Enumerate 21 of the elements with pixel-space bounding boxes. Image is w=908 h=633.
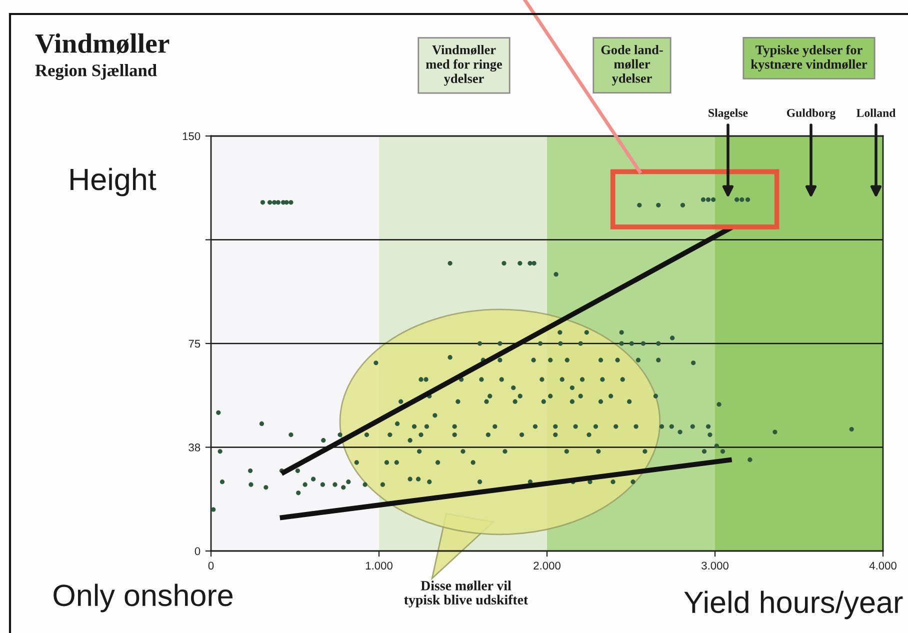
y-tick-label: 38 <box>188 444 200 452</box>
text: Vindmøller med for ringe ydelser <box>426 45 502 86</box>
text: Lolland <box>856 108 896 117</box>
y-tick-label: 150 <box>182 132 200 140</box>
x-tick-label: 3.000 <box>702 562 728 570</box>
y-axis-title: Height <box>70 168 156 196</box>
chart-title: Vindmøller <box>35 33 170 54</box>
chart-subtitle: Region Sjælland <box>35 64 157 80</box>
text: Gode land- møller ydelser <box>601 45 663 86</box>
text: Typiske ydelser for kystnære vindmøller <box>750 45 868 72</box>
x-axis-title: Yield hours/year <box>684 590 903 620</box>
text: Disse møller vil typisk blive udskiftet <box>404 580 528 608</box>
text: Slagelse <box>708 108 748 120</box>
x-tick-label: 2.000 <box>534 562 560 570</box>
x-tick-label: 1.000 <box>366 562 392 570</box>
text: Only onshore <box>54 584 233 612</box>
text: Guldborg <box>786 108 836 120</box>
x-tick-label: 0 <box>208 562 214 570</box>
y-tick-label: 0 <box>194 547 200 556</box>
x-tick-label: 4.000 <box>869 562 896 570</box>
y-tick-label: 75 <box>188 340 200 348</box>
